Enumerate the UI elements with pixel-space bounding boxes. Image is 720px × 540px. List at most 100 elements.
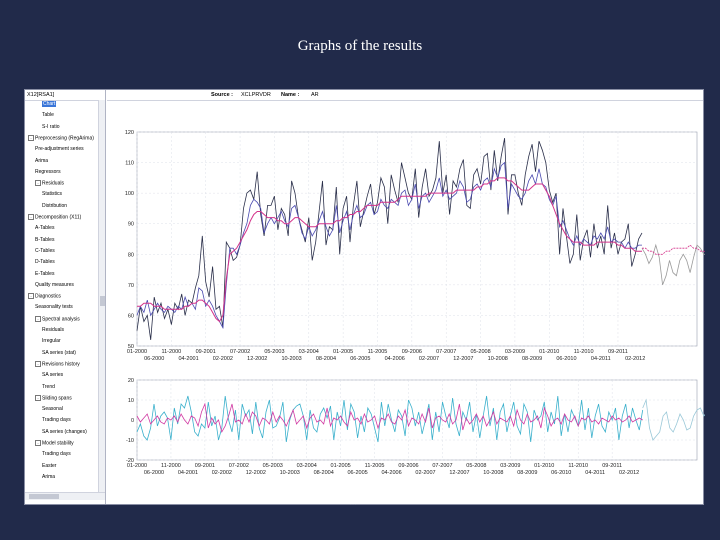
x-tick-label: 12-2007 [453,356,473,362]
tree-item[interactable]: Seasonal [42,406,63,413]
x-tick-label: 09-2006 [402,349,422,355]
tree-item-label: Seasonality tests [35,304,73,311]
tree-item[interactable]: Quality measures [35,282,74,289]
y-tick-label: 70 [128,283,134,289]
tree-item[interactable]: Irregular [42,338,61,345]
x-tick-label: 09-2001 [195,463,215,469]
x-tick-label: 06-2010 [556,356,576,362]
tree-item[interactable]: Statistics [42,191,62,198]
expand-toggle-icon[interactable]: - [35,180,41,187]
x-tick-label: 02-2002 [213,356,233,362]
tree-item[interactable]: C-Tables [35,248,55,255]
tree-item[interactable]: B-Tables [35,237,54,244]
tree-item[interactable]: SA series (stat) [42,350,76,357]
tree-item[interactable]: - Diagnostics [28,293,61,300]
tree-item[interactable]: Regressors [35,169,61,176]
tree-item[interactable]: Pre-adjustment series [35,146,84,153]
expand-toggle-icon[interactable]: - [35,440,41,446]
tree-vertical-scrollbar[interactable] [98,100,105,492]
series-line-series [136,138,643,340]
name-label: Name : [281,92,300,98]
tree-item[interactable]: - Preprocessing (RegArima) [28,134,94,142]
tree-item[interactable]: - Residuals [35,180,64,187]
y-tick-label: 90 [128,222,134,228]
x-tick-label: 12-2002 [247,356,267,362]
x-tick-label: 12-2007 [449,470,469,476]
tree-item[interactable]: A-Tables [35,225,54,232]
tree-item[interactable]: - Spectral analysis [35,315,80,323]
x-tick-label: 02-2012 [619,470,639,476]
x-tick-label: 11-2005 [368,349,388,355]
source-value: XCLPRVDR [241,92,271,98]
tree-item[interactable]: Arima [35,158,48,165]
series-line-irregular [136,402,643,434]
tree-item[interactable]: Arima [42,474,55,481]
tree-item-label: D-Tables [35,259,55,266]
y-tick-label: 110 [125,161,134,167]
tree-item-label: A-Tables [35,225,55,232]
tree-item-label: Irregular [42,338,61,345]
tree-item-label: Revisions history [42,361,80,368]
tree-item-label: C-Tables [35,247,55,254]
x12-results-window: X12[RSA1] Chart Table S-I ratio - Preprocess… [24,89,705,506]
tree-root-label[interactable]: X12[RSA1] [25,90,105,101]
expand-toggle-icon[interactable]: - [28,134,34,141]
tree-item[interactable]: Trading days [42,451,71,458]
x-tick-label: 11-2005 [365,463,385,469]
x-tick-label: 05-2008 [466,463,486,469]
tree-item-label: Residuals [42,327,64,333]
tree-item[interactable]: S-I ratio [42,124,60,131]
x-tick-label: 11-2010 [568,463,588,469]
y-tick-label: -20 [126,458,134,464]
tree-horizontal-scrollbar[interactable] [25,492,105,500]
tree-item[interactable]: - Decomposition (X11) [28,214,81,221]
x-tick-label: 06-2005 [348,470,368,476]
tree-item-label: Model stability [42,440,74,447]
tree-item-label: Regressors [35,168,61,175]
tree-item[interactable]: SA series [42,372,63,379]
tree-item[interactable]: D-Tables [35,259,55,266]
x-tick-label: 12-2002 [246,470,266,476]
tree-item-label: Statistics [42,191,63,198]
y-tick-label: 50 [128,344,134,350]
source-label: Source : [211,92,234,98]
expand-toggle-icon[interactable]: - [35,394,41,401]
x-tick-label: 01-2010 [534,463,554,469]
x-tick-label: 02-2002 [212,470,232,476]
tree-item-label: Sliding spans [42,395,72,402]
tree-item-label: Easter [42,462,57,469]
tree-item[interactable]: Easter [42,463,56,470]
tree-item[interactable]: Chart [42,101,57,108]
expand-toggle-icon[interactable]: - [28,214,34,220]
tree-item-label: SA series [42,372,64,379]
tree-item[interactable]: Trading days [42,417,71,424]
results-charts: 506070809010011012001-200006-200011-2000… [125,130,705,476]
x-tick-label: 04-2001 [178,356,198,362]
tree-item-label: B-Tables [35,236,55,243]
tree-item-label: Trading days [42,417,71,424]
source-bar: Source : XCLPRVDR Name : AR [107,90,703,101]
tree-item[interactable]: Trend [42,384,55,391]
tree-item[interactable]: Seasonality tests [35,304,73,311]
series-line-seasonal_forecast [642,398,705,441]
scrollbar-thumb[interactable] [100,296,105,306]
tree-item[interactable]: - Sliding spans [35,394,72,402]
tree-item-label: Decomposition (X11) [35,214,82,221]
tree-item[interactable]: - Model stability [35,440,74,447]
expand-toggle-icon[interactable]: - [35,315,41,322]
tree-item[interactable]: Table [42,112,54,119]
tree-item[interactable]: - Revisions history [35,360,80,368]
x-tick-label: 09-2006 [398,463,418,469]
y-tick-label: 20 [128,378,134,384]
scrollbar-thumb[interactable] [29,494,59,499]
expand-toggle-icon[interactable]: - [35,360,41,367]
tree-item[interactable]: SA series (changes) [42,429,87,436]
tree-item-label: Chart [42,101,57,107]
tree-item[interactable]: Residuals [42,327,64,334]
tree-item[interactable]: E-Tables [35,271,54,278]
x-tick-label: 02-2012 [625,356,645,362]
tree-item[interactable]: Distribution [42,203,67,210]
tree-item-label: Arima [35,157,49,164]
x-tick-label: 08-2009 [517,470,537,476]
expand-toggle-icon[interactable]: - [28,293,34,300]
